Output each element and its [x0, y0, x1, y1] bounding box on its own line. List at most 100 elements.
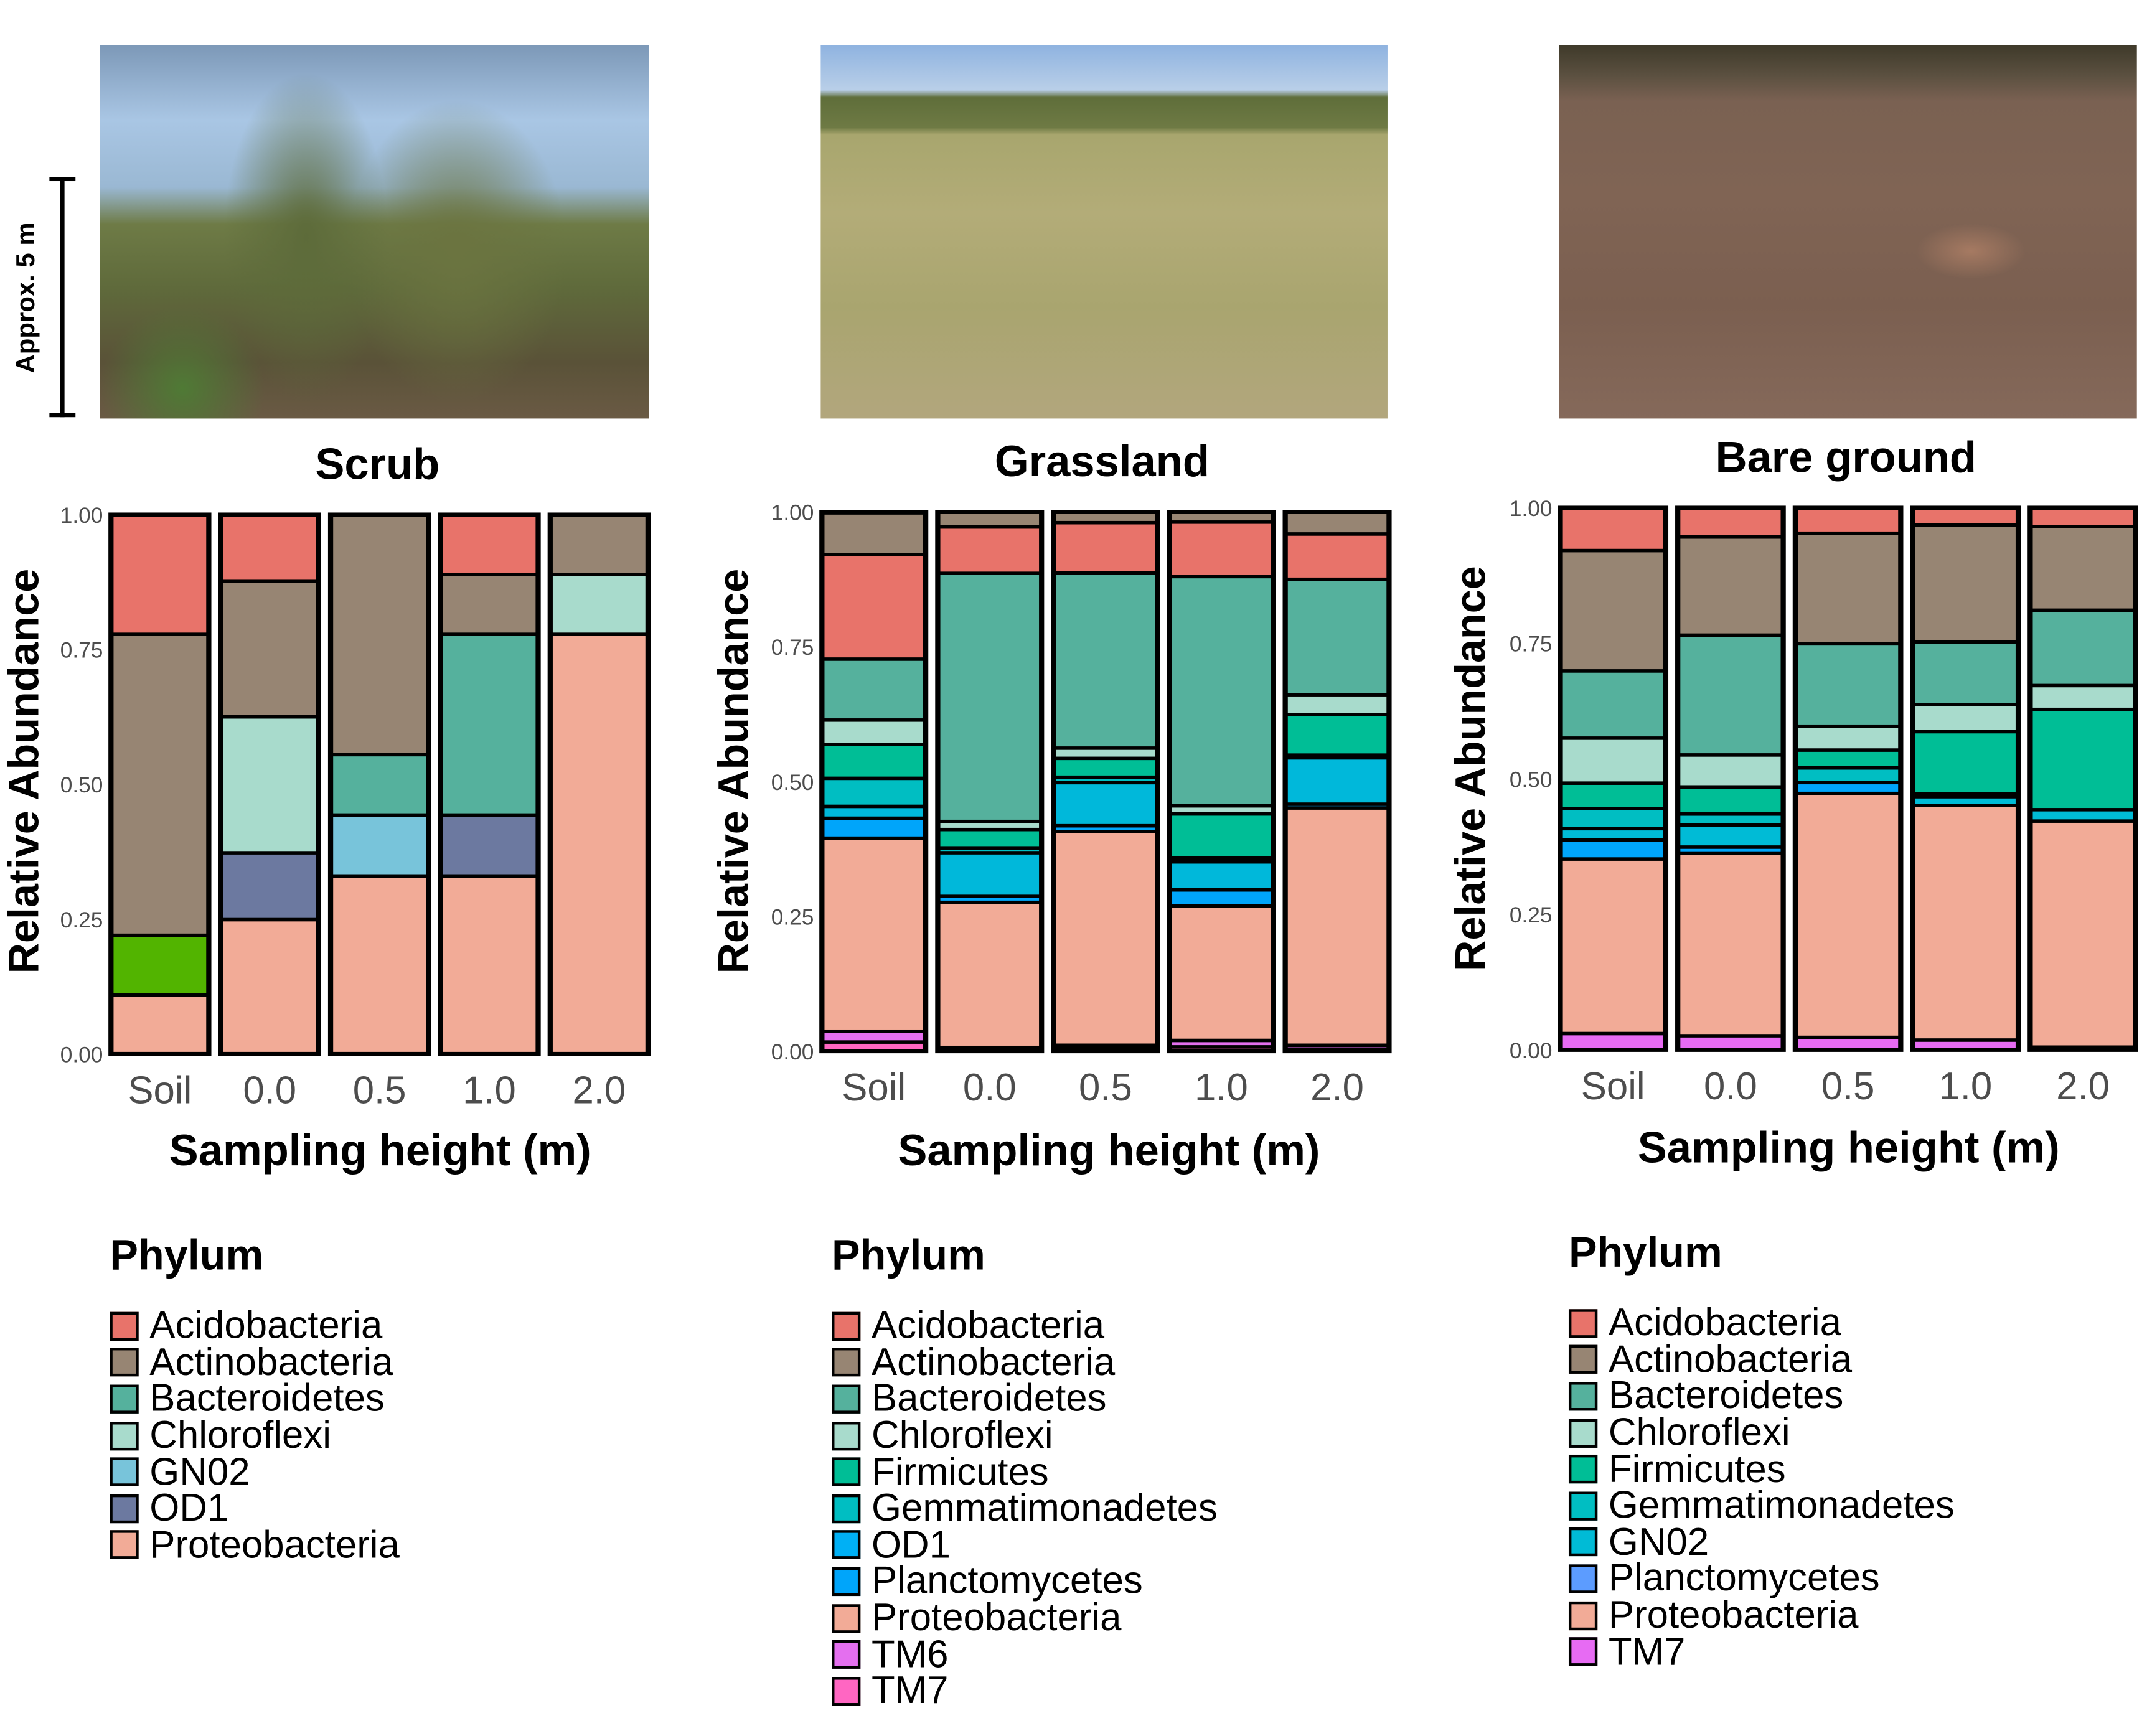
legend-item: Chloroflexi — [832, 1414, 1218, 1457]
y-axis-label-scrub: Relative Abundance — [0, 568, 49, 974]
bar-segment-firmicutes — [1168, 812, 1274, 860]
y-axis-label-bare-ground: Relative Abundance — [1446, 566, 1495, 971]
y-tick-label: 0.00 — [60, 1043, 103, 1067]
legend-item: Gemmatimonadetes — [1568, 1483, 1955, 1527]
legend-swatch — [110, 1348, 139, 1377]
bar-segment-firmicutes — [1053, 756, 1158, 779]
bar-segment-planctomycetes — [820, 816, 927, 840]
bar-segment-bacteroidetes — [1794, 642, 1902, 728]
legend-swatch — [832, 1494, 861, 1523]
bar-segment-acidobacteria — [1676, 506, 1784, 539]
legend-item: Firmicutes — [832, 1452, 1218, 1491]
legend-grassland: Phylum Acidobacteria Actinobacteria Bacter… — [832, 1231, 1218, 1709]
bar-segment-proteobacteria — [1794, 791, 1902, 1039]
x-tick-label: 2.0 — [2056, 1065, 2110, 1108]
bar-segment-actinobacteria — [1676, 535, 1784, 637]
bar-segment-acidobacteria — [1168, 520, 1274, 579]
bar-segment-acidobacteria — [220, 513, 320, 583]
legend-label: Acidobacteria — [149, 1304, 383, 1347]
bar-segment-firmicutes — [1912, 730, 2019, 796]
bar-segment-gn02 — [1676, 823, 1784, 849]
bar-segment-proteobacteria — [820, 836, 927, 1033]
bar-segment-bacteroidetes — [439, 632, 539, 817]
legend-label: Bacteroidetes — [871, 1377, 1107, 1420]
legend-label: Actinobacteria — [871, 1340, 1116, 1384]
legend-swatch — [832, 1421, 861, 1450]
legend-bare-ground: Phylum Acidobacteria Actinobacteria Bacter… — [1568, 1228, 1955, 1670]
y-tick-label: 0.50 — [771, 771, 814, 795]
legend-label: Acidobacteria — [871, 1304, 1105, 1347]
bar-segment-proteobacteria — [439, 874, 539, 1056]
legend-item: Acidobacteria — [110, 1304, 399, 1347]
x-axis-label-grassland: Sampling height (m) — [898, 1125, 1320, 1175]
legend-swatch — [1568, 1637, 1598, 1666]
bar-outline — [1558, 505, 1669, 1052]
legend-label: Proteobacteria — [149, 1523, 400, 1566]
bar-segment-bacteroidetes — [1676, 633, 1784, 757]
bar-outline — [1282, 510, 1392, 1054]
bar-segment-gn02 — [329, 813, 430, 878]
legend-item: GN02 — [1568, 1523, 1955, 1561]
bar-segment-planctomycetes — [1168, 888, 1274, 908]
bar-segment-acidobacteria — [1559, 505, 1667, 553]
bar-segment-od1 — [220, 851, 320, 922]
legend-title: Phylum — [1568, 1228, 1722, 1277]
legend-scrub: Phylum Acidobacteria Actinobacteria Bacter… — [110, 1231, 400, 1566]
legend-item: Proteobacteria — [110, 1523, 400, 1566]
legend-item: Acidobacteria — [1568, 1303, 1955, 1342]
x-tick-label: 1.0 — [1195, 1066, 1248, 1109]
bar-segment-chloroflexi — [1676, 753, 1784, 789]
bar-segment-actinobacteria — [1559, 548, 1667, 673]
bar-segment-actinobacteria — [439, 573, 539, 636]
legend-swatch — [832, 1603, 861, 1633]
legend-label: Bacteroidetes — [149, 1377, 385, 1420]
y-tick-label: 0.50 — [60, 773, 103, 797]
chart-title-grassland: Grassland — [994, 436, 1210, 486]
legend-label: GN02 — [149, 1450, 250, 1493]
y-tick-label: 0.75 — [1510, 632, 1553, 657]
y-tick-label: 1.00 — [1510, 497, 1553, 521]
bar-segment-proteobacteria — [1912, 804, 2019, 1042]
x-axis-label-scrub: Sampling height (m) — [169, 1125, 591, 1175]
y-tick-label: 0.75 — [60, 639, 103, 663]
legend-item: Actinobacteria — [832, 1340, 1218, 1384]
bar-segment-firmicutes — [1284, 713, 1390, 757]
legend-item: Actinobacteria — [1568, 1340, 1955, 1378]
bar-segment-unlabeled — [110, 933, 210, 997]
bar-segment-chloroflexi — [1284, 693, 1390, 716]
x-tick-label: 0.0 — [963, 1066, 1017, 1109]
y-tick-label: 1.00 — [60, 504, 103, 528]
legend-label: Gemmatimonadetes — [1608, 1483, 1955, 1527]
legend-title: Phylum — [110, 1231, 264, 1279]
y-tick-label: 1.00 — [771, 501, 814, 525]
bar-outline — [1792, 505, 1904, 1052]
bar-segment-acidobacteria — [1794, 505, 1902, 535]
legend-label: Proteobacteria — [1608, 1593, 1859, 1636]
bar-outline — [935, 510, 1045, 1054]
legend-swatch — [1568, 1308, 1598, 1338]
stacked-bar-chart-grassland: 0.00 0.25 0.50 0.75 1.00 Soil 0.0 0.5 1.0 2.0 — [771, 501, 1392, 1109]
bar-outline — [218, 512, 321, 1056]
chart-title-scrub: Scrub — [315, 439, 440, 489]
legend-item: GN02 — [110, 1450, 399, 1493]
legend-swatch — [832, 1457, 861, 1487]
bar-segment-chloroflexi — [1912, 703, 2019, 734]
x-tick-label: 1.0 — [1938, 1065, 1992, 1108]
bar-segment-actinobacteria — [1912, 523, 2019, 644]
legend-swatch — [110, 1311, 139, 1341]
legend-swatch — [1568, 1418, 1598, 1448]
bar-segment-proteobacteria — [220, 917, 320, 1056]
y-tick-label: 0.25 — [60, 908, 103, 932]
legend-item: Chloroflexi — [1568, 1413, 1955, 1452]
y-axis-label-grassland: Relative Abundance — [709, 568, 758, 974]
legend-label: OD1 — [871, 1523, 951, 1566]
bar-segment-od1 — [1284, 756, 1390, 806]
legend-label: Planctomycetes — [1608, 1557, 1880, 1600]
legend-label: Bacteroidetes — [1608, 1374, 1844, 1417]
legend-item: TM7 — [1568, 1632, 1955, 1670]
legend-item: Planctomycetes — [832, 1562, 1218, 1600]
bar-segment-acidobacteria — [2029, 505, 2137, 528]
bar-segment-gemmatimonadetes — [1559, 807, 1667, 831]
legend-label: Chloroflexi — [871, 1414, 1053, 1457]
bar-segment-bacteroidetes — [329, 753, 430, 817]
